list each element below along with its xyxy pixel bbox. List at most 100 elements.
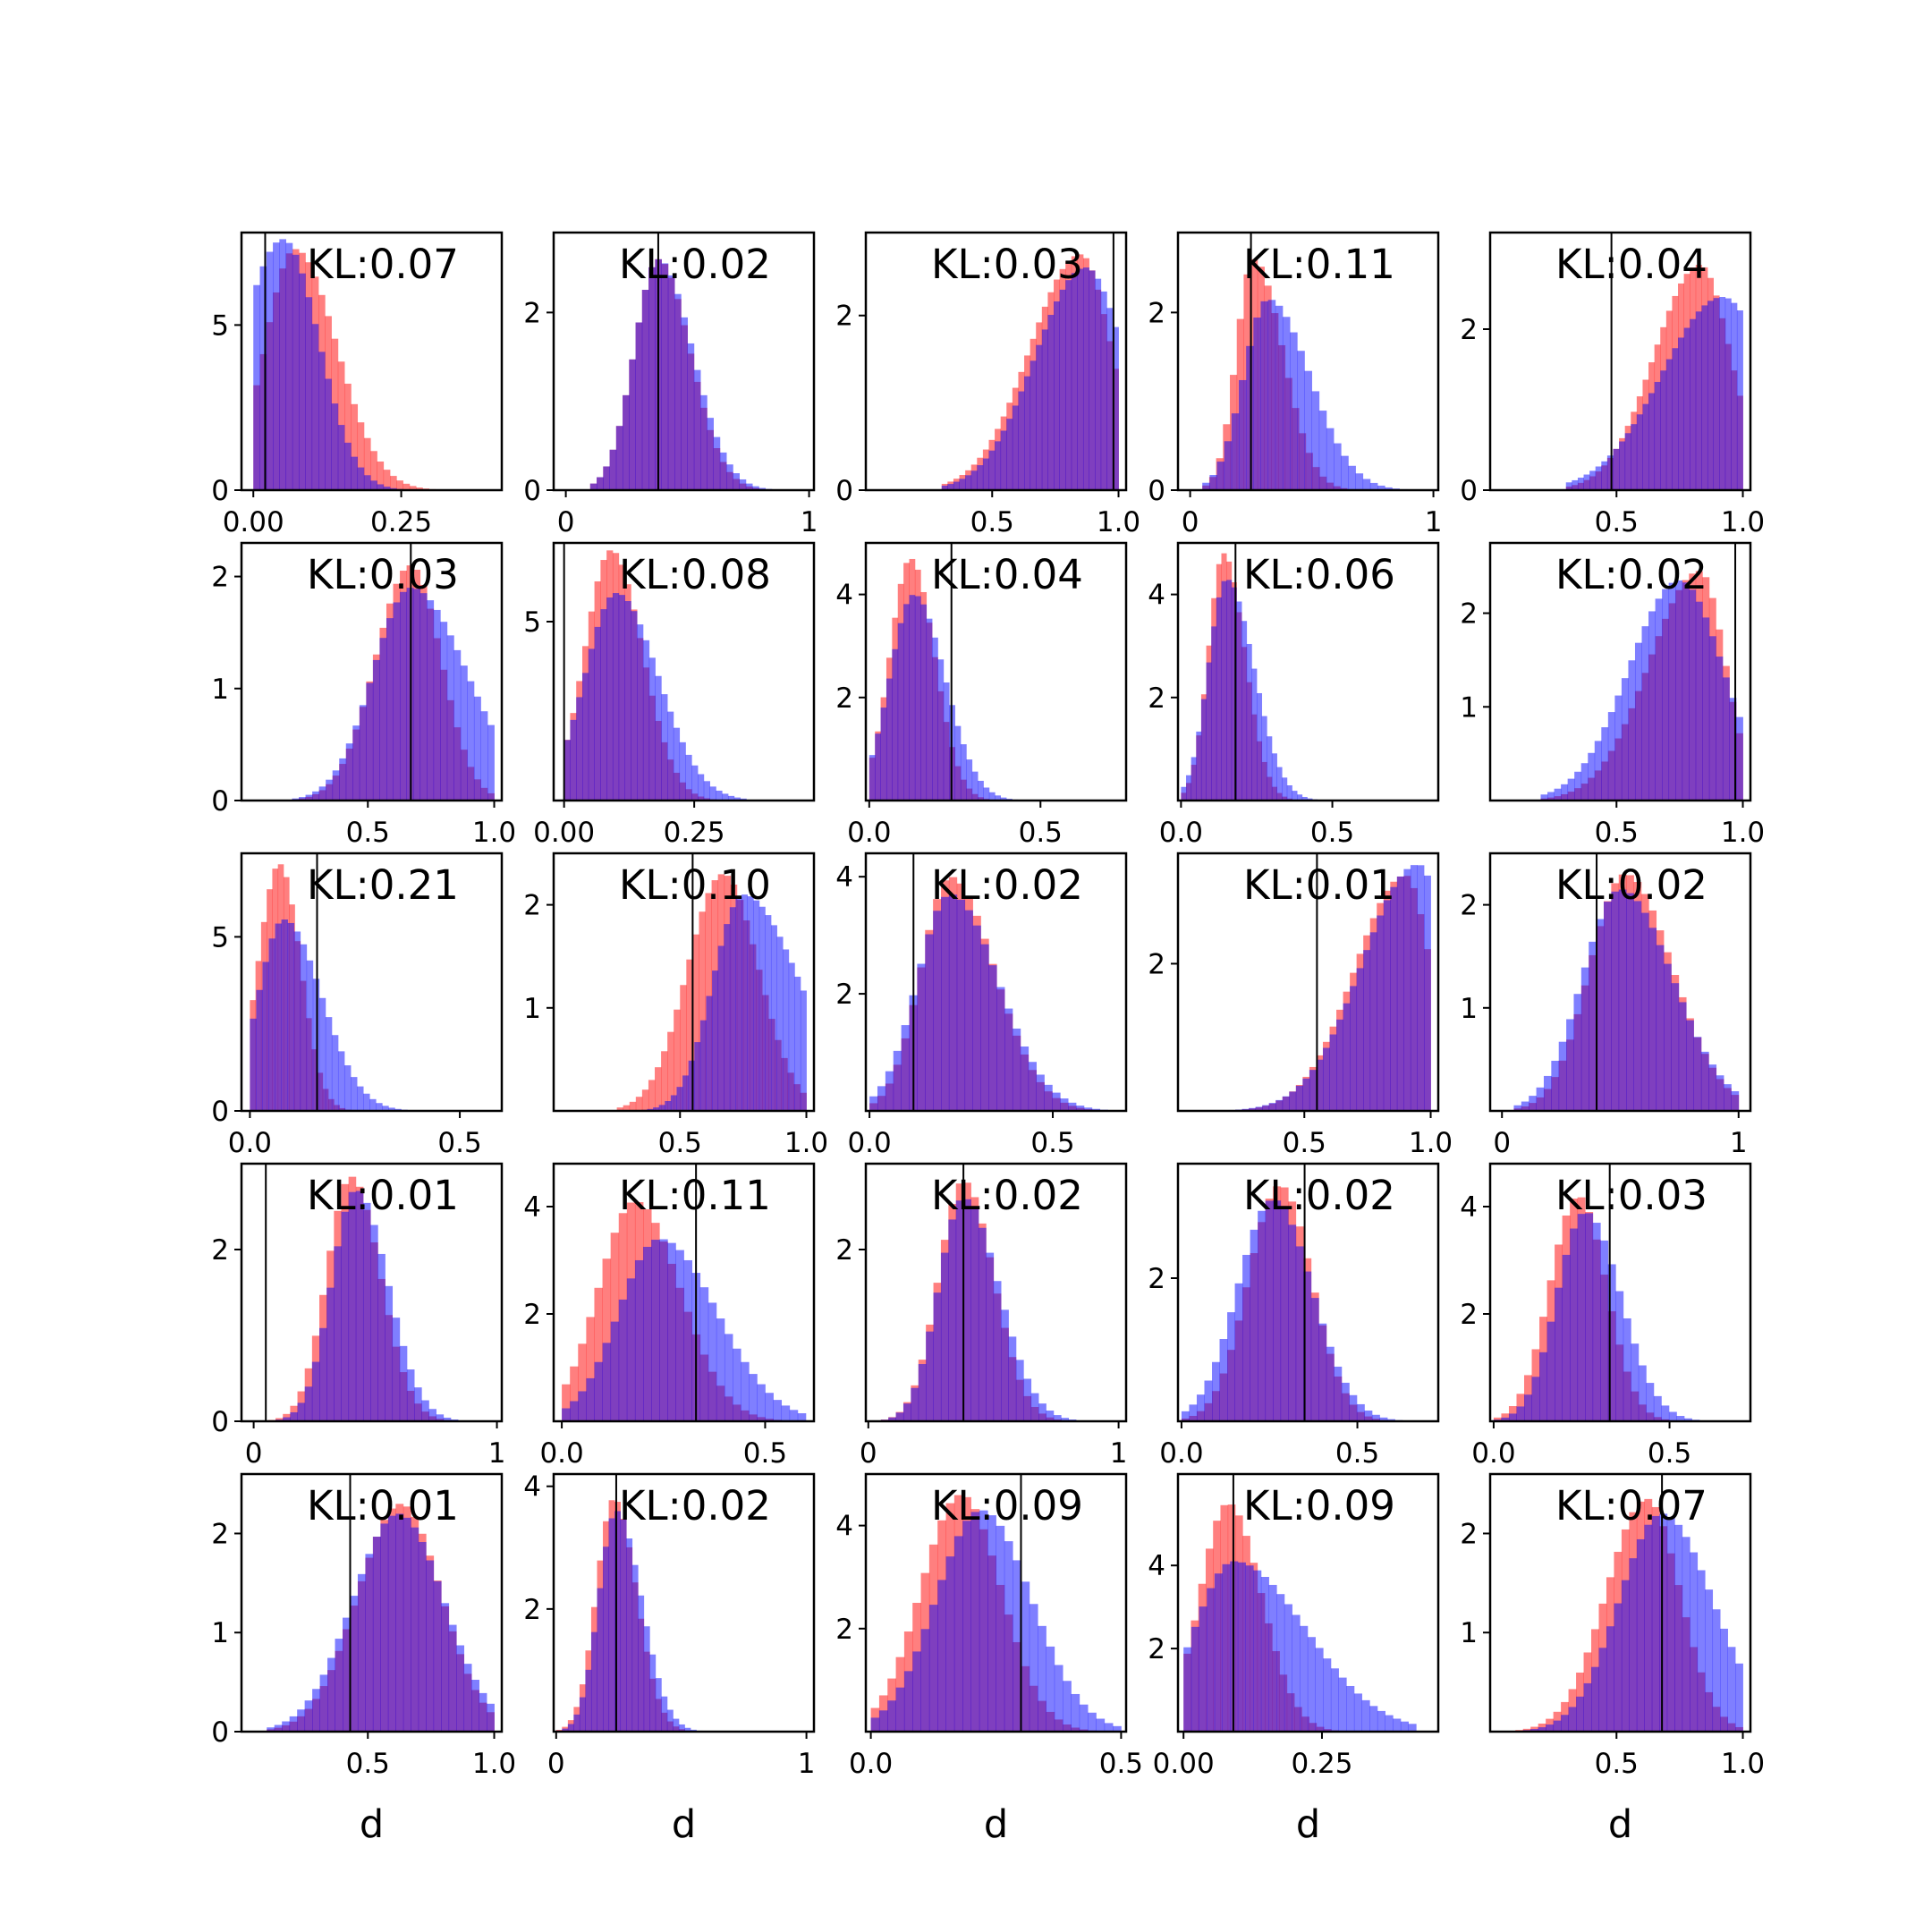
histogram-bar-blue [331,1035,339,1111]
histogram-bar-blue [933,911,942,1111]
histogram-bar-blue [363,475,371,490]
histogram-bar-blue [1383,900,1391,1111]
histogram-bar-blue [1316,1059,1324,1111]
histogram-bar-blue [1008,1336,1017,1421]
histogram-bar-blue [411,1527,419,1732]
histogram-bar-blue [267,1727,275,1732]
x-tick-label: 0.5 [1335,1437,1379,1470]
axes-frame [1488,1472,1752,1733]
histogram-bar-blue [629,359,636,490]
x-tick-label: 0 [245,1437,263,1470]
histogram-bar-blue [1400,1721,1409,1732]
histogram-bar-blue [1226,580,1233,801]
axes-frame [1488,231,1752,492]
histogram-bar-red [370,451,377,490]
histogram-bar-blue [1619,441,1626,490]
histogram-bar-blue [1216,462,1225,490]
histogram-bar-blue [726,464,733,490]
kl-annotation: KL:0.01 [307,1482,459,1530]
histogram-bar-blue [902,1403,911,1421]
histogram-bar-blue [1018,391,1025,490]
histogram-bar-blue [426,1560,435,1732]
histogram-bar-blue [641,290,649,490]
axes-frame [1176,852,1440,1113]
histogram-bar-blue [1607,712,1615,801]
histogram-panel-16: 0 1 0 2 KL:0.01 [211,1162,505,1470]
axes-frame [1488,1162,1752,1423]
histogram-bar-blue [1292,791,1298,801]
histogram-bar-blue [993,1281,1002,1421]
histogram-bar-blue [789,1410,799,1421]
x-tick-label: 1.0 [472,1748,516,1780]
histogram-bar-blue [480,711,488,801]
histogram-bar-blue [1410,865,1418,1111]
histogram-bar-blue [1607,1264,1616,1421]
histogram-bar-blue [343,1617,351,1732]
histogram-bar-blue [1531,1377,1540,1421]
histogram-bar-blue [1567,778,1575,801]
histogram-bar-blue [665,1101,672,1111]
histogram-bar-blue [1284,1604,1292,1732]
histogram-bar-red [396,480,403,490]
histogram-bar-blue [1077,268,1084,490]
histogram-bar-blue [970,1208,979,1421]
histogram-bar-blue [1731,302,1738,490]
histogram-bar-blue [1727,1647,1736,1732]
histogram-bar-blue [343,1065,352,1111]
histogram-bar-blue [1202,482,1210,490]
histogram-bar-blue [893,1050,902,1111]
histogram-bar-red [648,1080,656,1111]
histogram-bar-blue [1236,601,1242,801]
histogram-bar-blue [610,1321,620,1421]
histogram-bar-blue [1024,376,1031,490]
y-tick-label: 5 [211,921,229,953]
histogram-bar-blue [433,1580,442,1732]
histogram-bar-blue [1346,1685,1355,1732]
histogram-bar-blue [995,795,1001,801]
histogram-bar-blue [643,1246,652,1421]
histogram-bar-blue [1668,582,1676,801]
histogram-bar-blue [290,1411,298,1421]
histogram-bar-blue [402,1517,411,1732]
histogram-bar-blue [1551,1060,1560,1111]
histogram-bar-blue [886,678,893,801]
histogram-bar-blue [1250,1229,1258,1421]
x-tick-label: 0.5 [970,506,1014,538]
histogram-bar-blue [1577,1214,1586,1421]
histogram-bar-blue [427,600,435,801]
histogram-bar-blue [1253,1570,1262,1732]
histogram-panel-14: 0.5 1.0 2 KL:0.01 [1148,852,1453,1159]
histogram-bar-blue [1570,1228,1579,1421]
histogram-bar-blue [1181,786,1187,801]
histogram-bar-blue [1212,1361,1220,1421]
histogram-bar-blue [1255,1106,1263,1111]
histogram-bar-blue [954,725,962,801]
histogram-bar-red [616,1107,624,1111]
plot-area [1228,853,1431,1111]
histogram-bar-blue [1735,1663,1743,1732]
histogram-bar-blue [392,1318,401,1421]
histogram-bar-blue [1199,1606,1208,1732]
histogram-bar-red [402,483,411,490]
histogram-bar-blue [1390,886,1398,1111]
histogram-bar-blue [948,1219,957,1421]
histogram-bar-blue [1047,315,1055,490]
histogram-bar-blue [948,894,958,1111]
histogram-bar-blue [1562,1254,1571,1421]
histogram-bar-blue [635,322,643,490]
x-tick-label: 0 [860,1437,877,1470]
histogram-bar-blue [1524,1394,1532,1421]
histogram-bar-blue [1336,1019,1343,1111]
plot-area [1183,1474,1417,1732]
axes-frame [1176,541,1440,802]
histogram-bar-blue [1209,475,1217,490]
histogram-bar-blue [745,483,753,490]
histogram-bar-blue [1113,1725,1122,1732]
histogram-bar-blue [1211,626,1217,801]
histogram-bar-blue [1369,932,1377,1111]
histogram-bar-blue [1592,1223,1601,1421]
histogram-bar-red [629,1101,637,1111]
histogram-bar-blue [1555,1287,1563,1421]
histogram-bar-blue [797,1413,807,1421]
histogram-bar-blue [1100,291,1107,490]
